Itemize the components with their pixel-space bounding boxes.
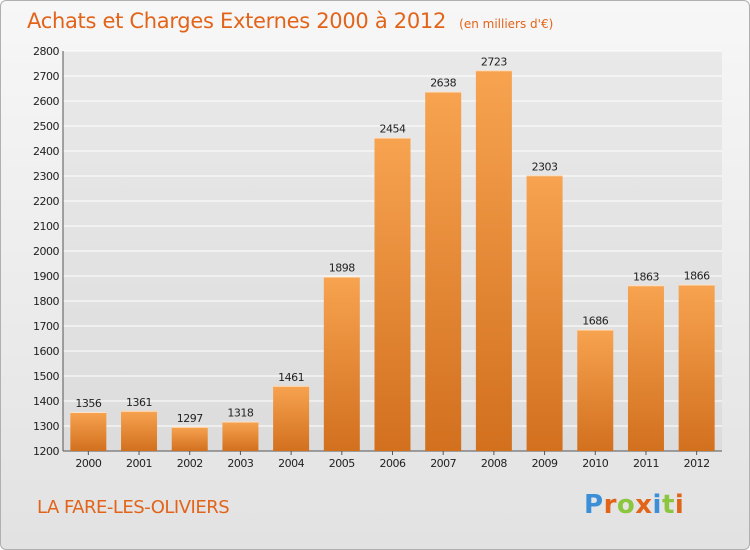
- x-tick-label: 2002: [177, 457, 203, 470]
- data-label: 1297: [177, 412, 203, 425]
- brand-letter: P: [584, 490, 604, 520]
- y-tick-label: 2200: [33, 195, 59, 208]
- x-tick-label: 2006: [380, 457, 406, 470]
- data-label: 2303: [532, 160, 558, 173]
- x-tick-label: 2012: [684, 457, 710, 470]
- x-tick-label: 2004: [278, 457, 304, 470]
- y-tick-label: 1200: [33, 445, 59, 458]
- y-tick-label: 1900: [33, 270, 59, 283]
- data-label: 2454: [380, 123, 406, 136]
- x-tick-label: 2008: [481, 457, 507, 470]
- data-label: 1356: [75, 397, 101, 410]
- data-label: 1863: [633, 270, 659, 283]
- bar: [577, 329, 614, 451]
- data-label: 1361: [126, 396, 152, 409]
- chart-subtitle: (en milliers d'€): [459, 17, 554, 31]
- brand-letter: i: [652, 490, 662, 520]
- bar: [70, 412, 107, 451]
- bar: [678, 284, 715, 451]
- y-tick-label: 1700: [33, 320, 59, 333]
- brand-letter: r: [603, 490, 617, 520]
- x-tick-label: 2003: [227, 457, 253, 470]
- data-label: 1866: [684, 270, 710, 283]
- bar: [627, 285, 664, 451]
- data-label: 2723: [481, 55, 507, 68]
- data-label: 1318: [227, 407, 253, 420]
- brand-letter: o: [616, 490, 636, 520]
- x-tick-label: 2000: [75, 457, 101, 470]
- brand-letter: x: [635, 490, 653, 520]
- data-label: 1686: [582, 315, 608, 328]
- y-tick-label: 1500: [33, 370, 59, 383]
- bar: [323, 276, 360, 451]
- y-tick-label: 2800: [33, 45, 59, 58]
- data-label: 1461: [278, 371, 304, 384]
- bar: [526, 175, 563, 451]
- y-tick-label: 2700: [33, 70, 59, 83]
- x-tick-label: 2010: [582, 457, 608, 470]
- y-tick-label: 2400: [33, 145, 59, 158]
- y-tick-label: 1400: [33, 395, 59, 408]
- location-label: LA FARE-LES-OLIVIERS: [37, 497, 230, 518]
- brand-letter: i: [674, 490, 685, 520]
- bar: [121, 410, 158, 451]
- title-row: Achats et Charges Externes 2000 à 2012 (…: [27, 9, 553, 33]
- data-label: 1898: [329, 262, 355, 275]
- x-tick-label: 2001: [126, 457, 152, 470]
- bar: [425, 91, 462, 451]
- chart-title: Achats et Charges Externes 2000 à 2012: [27, 9, 447, 33]
- y-tick-label: 1800: [33, 295, 59, 308]
- bar: [374, 137, 411, 451]
- axes: 1200 1300 1400 1500 1600 1700 1800 1900 2000 2100…: [33, 45, 722, 458]
- y-tick-label: 2300: [33, 170, 59, 183]
- bar: [273, 385, 310, 451]
- x-tick-label: 2011: [633, 457, 659, 470]
- brand-letter: t: [661, 490, 675, 520]
- bar: [222, 421, 259, 451]
- x-tick-label: 2007: [430, 457, 456, 470]
- data-label: 2638: [430, 77, 456, 90]
- bar: [171, 426, 208, 451]
- labels: 1356 2000 1361 2001 1297 2002 1318 2003 1461 2004…: [75, 55, 710, 470]
- x-tick-label: 2005: [329, 457, 355, 470]
- y-tick-label: 1300: [33, 420, 59, 433]
- x-tick-label: 2009: [532, 457, 558, 470]
- brand-logo: Proxiti: [584, 490, 684, 520]
- y-tick-label: 2000: [33, 245, 59, 258]
- y-tick-label: 2500: [33, 120, 59, 133]
- y-tick-label: 1600: [33, 345, 59, 358]
- bar: [475, 70, 512, 451]
- y-tick-label: 2600: [33, 95, 59, 108]
- y-tick-label: 2100: [33, 220, 59, 233]
- bars: [70, 70, 715, 451]
